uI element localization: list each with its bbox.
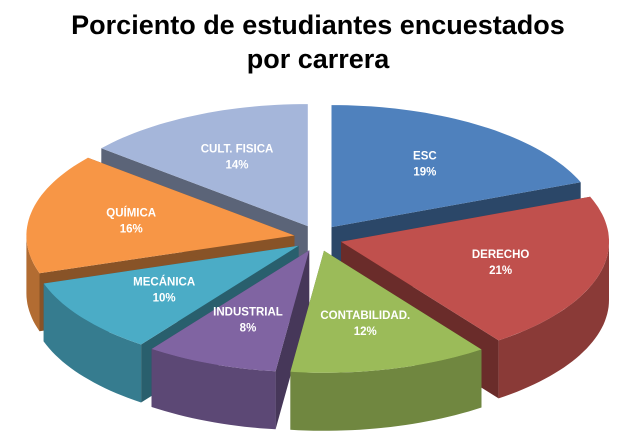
slice (331, 105, 581, 228)
slice-wall (498, 241, 609, 399)
slice-value-label: 19% (413, 167, 436, 179)
slice-label: DERECHO (472, 249, 530, 261)
slice-label: INDUSTRIAL (213, 307, 283, 319)
slice-wall (43, 283, 142, 403)
slice-label: CULT. FISICA (201, 144, 274, 156)
slice-label: CONTABILIDAD. (320, 310, 410, 322)
slice (101, 104, 308, 227)
slice-label: QUÍMICA (106, 206, 156, 219)
slice (26, 157, 295, 274)
slice-value-label: 14% (226, 160, 249, 172)
slice (151, 250, 310, 372)
chart-title: Porciento de estudiantes encuestados por… (71, 10, 565, 74)
slice-value-label: 12% (354, 326, 377, 338)
slice-value-label: 16% (120, 223, 143, 235)
slice (290, 250, 482, 373)
slice-label: ESC (413, 151, 437, 163)
slice-value-label: 21% (489, 265, 512, 277)
slice (43, 245, 299, 345)
slice-wall (151, 349, 276, 430)
slice-wall (26, 235, 40, 332)
slice-label: MECÁNICA (133, 275, 195, 288)
slice-value-label: 8% (240, 323, 257, 335)
slice-wall (290, 349, 482, 431)
slice (341, 196, 609, 341)
slice-value-label: 10% (153, 292, 176, 304)
